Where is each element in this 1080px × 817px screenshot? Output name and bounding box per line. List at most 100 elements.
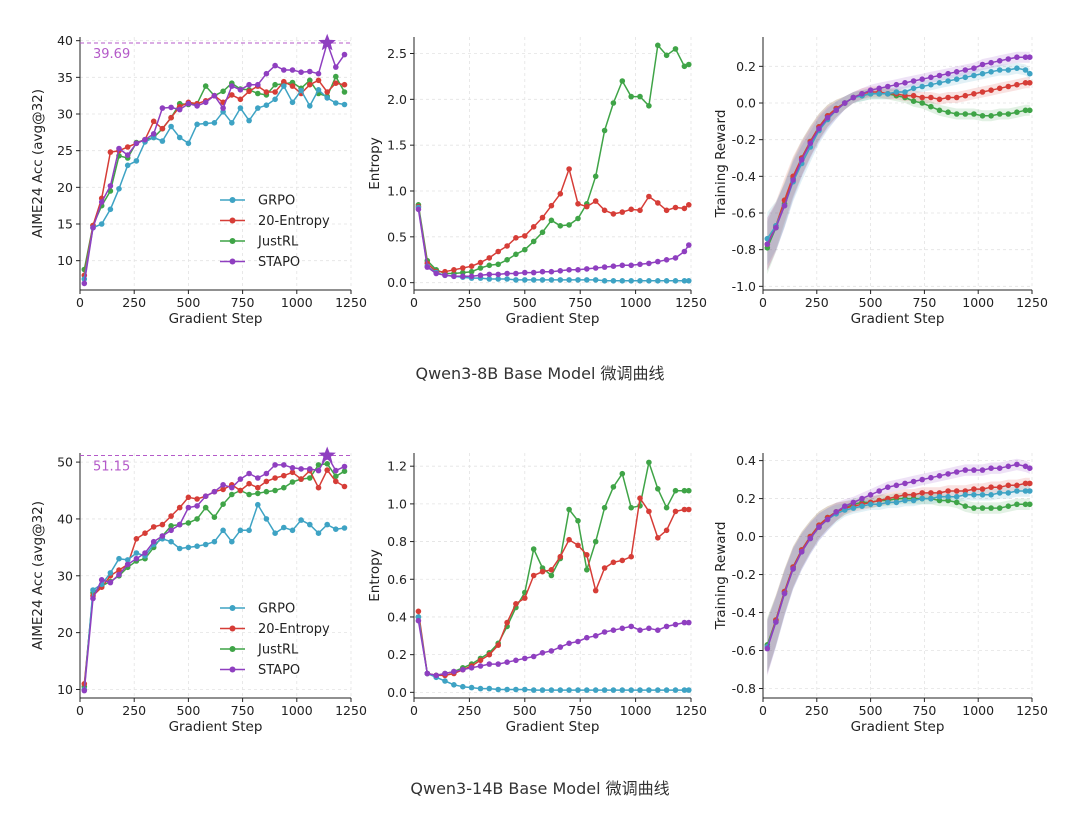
chart4-point-grpo xyxy=(194,543,200,549)
chart6-point-grpo xyxy=(988,492,994,498)
chart2-point-grpo xyxy=(584,277,590,283)
chart6-point-grpo xyxy=(936,493,943,500)
chart3-x-tick-label: 500 xyxy=(859,295,883,310)
chart3-point-20-entropy xyxy=(1014,81,1020,88)
chart2-y-tick-label: 1.5 xyxy=(387,138,407,153)
chart6-point-20-entropy xyxy=(996,484,1003,491)
chart3-point-stapo xyxy=(824,114,831,121)
chart1-point-justrl xyxy=(333,73,339,80)
chart1-legend-label-justrl: JustRL xyxy=(257,235,299,250)
chart6-point-stapo xyxy=(764,645,771,652)
chart4-y-tick-label: 50 xyxy=(57,455,73,470)
chart4-point-grpo xyxy=(254,501,261,508)
chart6-point-stapo xyxy=(859,495,865,502)
chart2-point-grpo xyxy=(610,278,617,284)
chart6-point-stapo xyxy=(971,467,977,473)
chart5-point-grpo xyxy=(592,687,599,693)
chart2-point-20-entropy xyxy=(686,202,692,208)
chart6-point-stapo xyxy=(833,509,839,515)
chart5-point-grpo xyxy=(530,687,537,693)
chart4-point-stapo xyxy=(124,561,131,568)
chart3-point-justrl xyxy=(979,113,986,119)
chart2-x-tick-label: 750 xyxy=(568,295,592,310)
chart6-point-stapo xyxy=(773,619,779,625)
chart6-y-tick-label: -0.6 xyxy=(732,643,756,658)
chart4-point-stapo xyxy=(98,577,105,583)
chart2-point-justrl xyxy=(686,61,692,68)
chart5-y-tick-label: 0.2 xyxy=(387,647,407,662)
chart3-point-grpo xyxy=(1005,67,1012,73)
chart6-y-tick-label: 0.0 xyxy=(736,529,756,544)
chart5-point-grpo xyxy=(672,687,679,693)
chart1-x-tick-label: 250 xyxy=(122,295,146,310)
chart5-point-grpo xyxy=(566,687,572,693)
chart4-point-stapo xyxy=(142,550,148,556)
chart2-x-tick-label: 500 xyxy=(513,295,537,310)
chart2-point-stapo xyxy=(477,272,484,279)
chart5-point-justrl xyxy=(584,567,590,573)
chart1-point-stapo xyxy=(281,67,287,73)
chart2-point-grpo xyxy=(539,277,546,283)
chart3-point-justrl xyxy=(1014,109,1020,115)
chart1-point-grpo xyxy=(107,206,114,213)
chart2-point-20-entropy xyxy=(646,193,652,200)
chart2-point-justrl xyxy=(681,63,688,70)
chart4-point-grpo xyxy=(229,538,235,545)
chart4-point-grpo xyxy=(176,545,183,552)
chart4-point-stapo xyxy=(211,488,218,495)
chart6-line-justrl xyxy=(766,497,1030,646)
chart6-point-stapo xyxy=(962,467,969,473)
chart4-point-justrl xyxy=(315,462,322,468)
chart5-point-20-entropy xyxy=(557,553,564,560)
chart1-point-stapo xyxy=(168,104,174,111)
chart6-band-stapo xyxy=(767,458,1030,676)
chart2-point-justrl xyxy=(468,268,475,275)
chart6-point-stapo xyxy=(919,476,925,483)
chart4-point-20-entropy xyxy=(220,486,226,493)
chart2-point-grpo xyxy=(601,278,608,284)
chart2-point-grpo xyxy=(672,278,679,284)
chart4-x-tick-label: 750 xyxy=(231,703,255,718)
chart1-point-stapo xyxy=(315,70,322,77)
chart1-point-20-entropy xyxy=(324,89,331,95)
chart3-point-grpo xyxy=(928,81,934,88)
chart3-y-tick-label: -0.8 xyxy=(732,242,756,257)
chart6-point-stapo xyxy=(885,484,891,491)
chart3-point-grpo xyxy=(962,74,969,81)
chart5-point-justrl xyxy=(530,546,537,552)
chart3-point-20-entropy xyxy=(962,92,969,99)
chart6-point-justrl xyxy=(988,505,994,511)
chart4-point-20-entropy xyxy=(194,496,200,502)
chart5-point-stapo xyxy=(460,666,466,673)
chart6-y-tick-label: -0.4 xyxy=(732,605,756,620)
chart1-y-tick-label: 35 xyxy=(57,70,73,85)
chart1-point-stapo xyxy=(176,106,183,113)
chart4-point-grpo xyxy=(272,530,278,536)
chart6-point-grpo xyxy=(1014,488,1020,494)
chart1-point-grpo xyxy=(229,120,235,126)
chart2-point-justrl xyxy=(548,217,555,224)
chart6-x-tick-label: 750 xyxy=(912,703,936,718)
chart1-point-grpo xyxy=(254,105,261,111)
chart1-point-20-entropy xyxy=(150,118,157,125)
chart5-point-20-entropy xyxy=(548,567,555,573)
chart3-point-20-entropy xyxy=(996,85,1003,92)
chart3-point-20-entropy xyxy=(1005,83,1012,90)
chart3-point-justrl xyxy=(971,111,977,117)
chart6-point-20-entropy xyxy=(1005,482,1012,489)
chart6-point-grpo xyxy=(996,490,1003,496)
chart5-point-20-entropy xyxy=(477,657,484,664)
chart1-point-stapo xyxy=(90,224,96,231)
chart3-point-20-entropy xyxy=(1022,80,1029,86)
chart1-point-grpo xyxy=(263,102,270,108)
chart3-point-stapo xyxy=(979,61,986,68)
chart5-point-grpo xyxy=(477,685,484,692)
chart3-point-grpo xyxy=(893,89,900,95)
chart4-point-stapo xyxy=(107,579,114,586)
chart2-y-tick-label: 2.0 xyxy=(387,92,407,107)
chart5-point-20-entropy xyxy=(584,552,590,558)
chart2-point-justrl xyxy=(486,262,493,269)
chart4-y-tick-label: 30 xyxy=(57,568,73,583)
chart2-point-grpo xyxy=(655,278,661,284)
chart6-point-stapo xyxy=(781,590,788,597)
